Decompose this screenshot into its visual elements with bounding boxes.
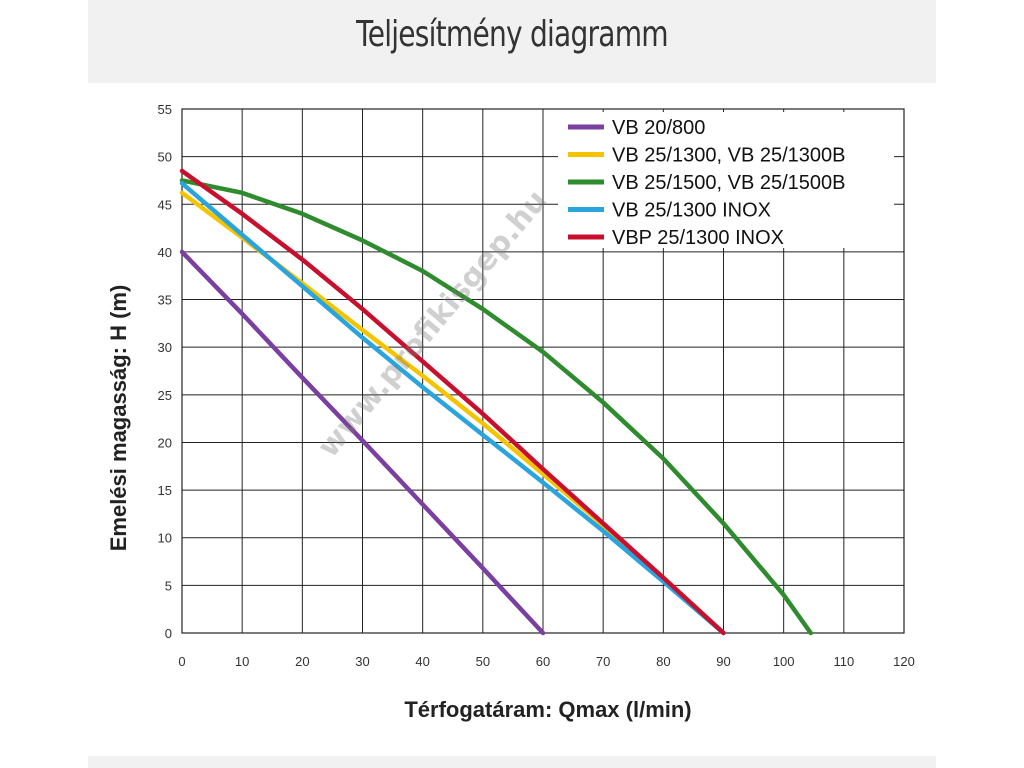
series-line: [179, 181, 726, 636]
x-tick-label: 30: [355, 654, 369, 669]
series-line: [179, 249, 546, 636]
y-axis-title: Emelési magasság: H (m): [106, 285, 131, 552]
legend-label: VB 20/800: [612, 117, 705, 139]
x-tick-label: 90: [716, 654, 730, 669]
x-tick-label: 0: [178, 654, 185, 669]
y-tick-label: 5: [165, 578, 172, 593]
y-tick-label: 15: [158, 483, 172, 498]
y-tick-label: 50: [158, 150, 172, 165]
x-tick-label: 60: [536, 654, 550, 669]
y-tick-label: 35: [158, 293, 172, 308]
chart-tick-labels: 0 10 20 30 40 50 60 70 80 90 100 110 120 0 5 10 15 20 25 30…: [158, 102, 915, 669]
x-tick-label: 100: [773, 654, 795, 669]
legend-box: [558, 112, 894, 248]
page-heading: Teljesítmény diagramm: [356, 14, 668, 55]
legend-label: VB 25/1300, VB 25/1300B: [612, 145, 846, 167]
legend-label: VBP 25/1300 INOX: [612, 227, 784, 249]
header-band: [88, 0, 936, 83]
legend-label: VB 25/1500, VB 25/1500B: [612, 172, 846, 194]
y-tick-label: 55: [158, 102, 172, 117]
y-tick-label: 10: [158, 531, 172, 546]
y-tick-label: 45: [158, 197, 172, 212]
chart-legend: VB 20/800 VB 25/1300, VB 25/1300B VB 25/15…: [558, 112, 894, 249]
y-tick-label: 40: [158, 245, 172, 260]
series-line: [179, 178, 813, 636]
x-tick-label: 40: [415, 654, 429, 669]
y-tick-label: 0: [165, 626, 172, 641]
series-line: [179, 168, 726, 636]
y-tick-label: 30: [158, 340, 172, 355]
x-axis-title: Térfogatáram: Qmax (l/min): [404, 697, 691, 722]
x-tick-label: 20: [295, 654, 309, 669]
y-tick-label: 20: [158, 435, 172, 450]
chart-series: [179, 168, 813, 636]
x-tick-label: 50: [476, 654, 490, 669]
y-tick-label: 25: [158, 388, 172, 403]
x-tick-label: 110: [833, 654, 854, 669]
x-tick-label: 10: [235, 654, 249, 669]
x-tick-label: 120: [893, 654, 915, 669]
x-tick-label: 80: [656, 654, 670, 669]
x-tick-label: 70: [596, 654, 610, 669]
footer-band: [88, 756, 936, 768]
legend-label: VB 25/1300 INOX: [612, 200, 771, 222]
